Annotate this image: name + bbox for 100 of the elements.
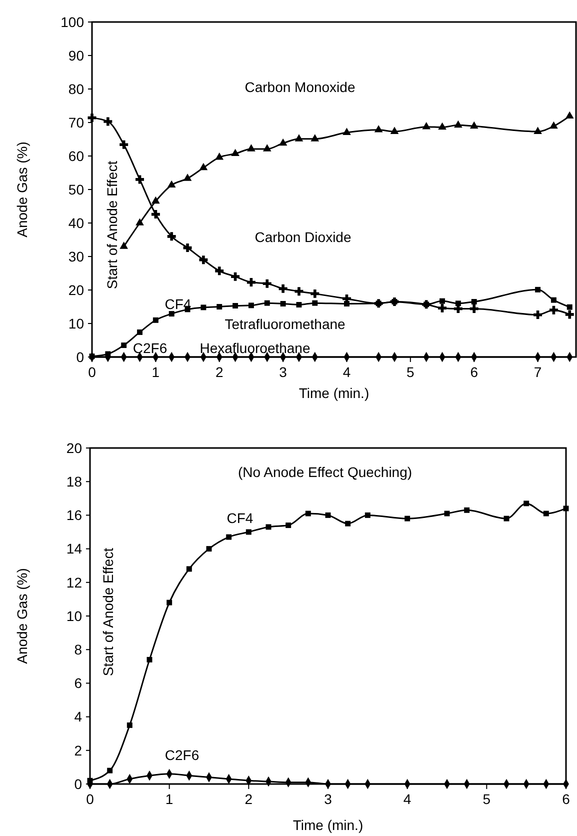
x-tick-label: 5 (406, 364, 415, 380)
y-tick-label: 40 (68, 214, 84, 231)
series-label: CF4 (226, 510, 254, 526)
point (470, 121, 478, 129)
point (294, 287, 304, 296)
point (167, 180, 176, 188)
point (200, 304, 206, 310)
point (264, 300, 270, 306)
point (104, 117, 112, 126)
point (534, 310, 542, 320)
point (471, 298, 477, 304)
x-tick-label: 1 (165, 791, 174, 807)
y-axis-title: Anode Gas (%) (14, 142, 30, 238)
point (342, 128, 351, 135)
x-tick-label: 4 (342, 364, 351, 380)
y-tick-label: 0 (76, 348, 84, 365)
x-tick-label: 3 (324, 791, 332, 807)
y-tick-label: 4 (74, 708, 82, 725)
point (262, 144, 272, 152)
point (166, 600, 172, 606)
y-tick-label: 100 (60, 14, 84, 30)
point (524, 500, 530, 506)
point (246, 278, 256, 287)
point (183, 174, 192, 181)
series-label: C2F6 (132, 340, 168, 356)
point (167, 232, 176, 241)
point (438, 304, 447, 312)
point (454, 120, 462, 128)
point (120, 242, 128, 249)
point (266, 524, 272, 530)
y-tick-label: 80 (68, 80, 84, 97)
y-tick-label: 90 (68, 47, 84, 64)
point (126, 722, 132, 728)
x-tick-label: 7 (534, 364, 542, 380)
point (248, 302, 254, 308)
point (199, 256, 208, 264)
point (550, 297, 556, 303)
point (464, 507, 470, 513)
point (226, 534, 232, 540)
point (535, 286, 541, 292)
y-tick-label: 50 (68, 181, 84, 198)
point (88, 114, 96, 122)
annotation: Start of Anode Effect (100, 548, 116, 676)
x-tick-label: 2 (215, 364, 224, 380)
point (231, 148, 240, 156)
point (280, 300, 286, 306)
point (232, 303, 238, 308)
point (344, 300, 350, 306)
point (364, 512, 370, 518)
point (534, 126, 542, 134)
y-tick-label: 10 (66, 608, 82, 624)
y-tick-label: 10 (68, 315, 84, 332)
point (470, 304, 478, 314)
point (310, 289, 320, 298)
point (286, 522, 292, 528)
point (565, 111, 574, 119)
x-axis-title: Time (min.) (298, 385, 370, 401)
point (136, 175, 144, 184)
point (136, 218, 144, 226)
point (137, 329, 142, 335)
point (215, 152, 224, 160)
point (262, 279, 272, 288)
point (550, 121, 558, 129)
point (305, 510, 311, 516)
point (294, 134, 304, 142)
x-tick-label: 6 (470, 364, 478, 380)
annotation: Tetrafluoromethane (224, 316, 346, 332)
annotation: Hexafluoroethane (200, 340, 310, 356)
point (278, 138, 288, 146)
point (231, 272, 240, 281)
y-tick-label: 20 (68, 282, 84, 298)
point (310, 134, 320, 142)
point (455, 300, 461, 306)
point (199, 162, 208, 170)
point (152, 317, 158, 323)
point (565, 310, 574, 319)
y-tick-label: 18 (66, 474, 82, 490)
annotation: Start of Anode Effect (104, 160, 120, 290)
point (107, 768, 113, 774)
point (390, 126, 399, 134)
y-tick-label: 6 (74, 675, 82, 692)
series-label: CF4 (164, 296, 192, 312)
y-tick-label: 0 (74, 776, 82, 792)
point (168, 311, 174, 317)
point (404, 516, 410, 522)
x-tick-label: 6 (562, 791, 570, 807)
y-tick-label: 12 (66, 574, 82, 590)
point (121, 342, 127, 348)
x-tick-label: 5 (482, 791, 491, 807)
y-tick-label: 30 (68, 248, 84, 264)
point (247, 144, 256, 152)
point (549, 306, 558, 314)
point (216, 304, 222, 310)
point (444, 510, 450, 516)
point (312, 300, 318, 306)
annotation: (No Anode Effect Queching) (238, 464, 412, 480)
point (296, 302, 302, 308)
y-tick-label: 2 (74, 742, 82, 758)
point (183, 244, 192, 252)
x-tick-label: 2 (244, 791, 253, 807)
